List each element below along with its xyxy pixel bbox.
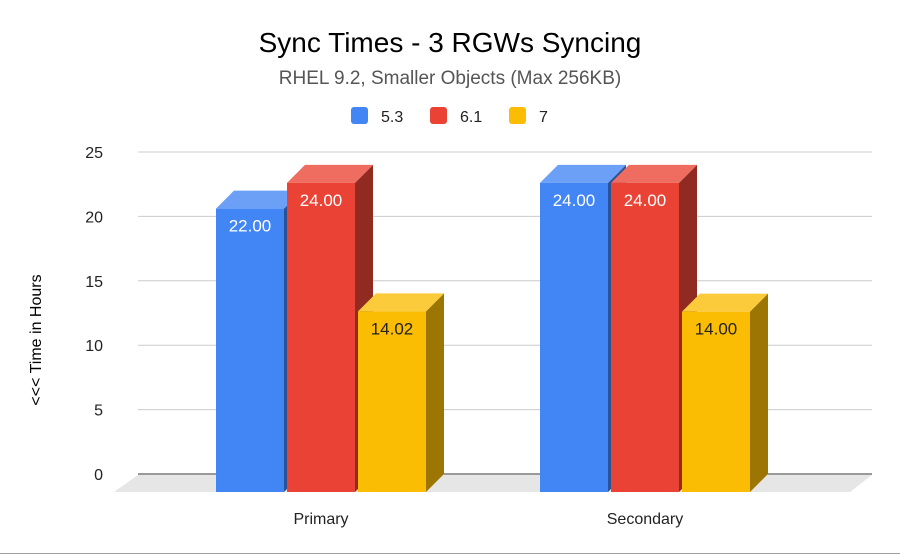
legend: 5.3 6.1 7 (351, 107, 548, 126)
bar-top (216, 190, 302, 209)
data-label: 24.00 (624, 191, 667, 210)
bar (611, 182, 679, 492)
bar-top (540, 164, 626, 183)
legend-label: 5.3 (381, 109, 403, 126)
chart-subtitle: RHEL 9.2, Smaller Objects (Max 256KB) (279, 68, 621, 89)
bar-top (358, 293, 444, 312)
data-label: 24.00 (553, 191, 596, 210)
bar (540, 182, 608, 492)
data-label: 14.02 (371, 319, 414, 338)
legend-label: 6.1 (460, 109, 482, 126)
bar-top (611, 164, 697, 183)
bar (216, 208, 284, 492)
bar-side (426, 293, 444, 492)
x-tick-label: Secondary (607, 511, 684, 528)
data-label: 24.00 (300, 191, 343, 210)
y-tick-label: 25 (85, 145, 103, 162)
data-label: 14.00 (695, 320, 738, 339)
chart-title: Sync Times - 3 RGWs Syncing (259, 27, 642, 58)
x-tick-label: Primary (293, 511, 348, 528)
bar (358, 311, 426, 492)
y-tick-label: 0 (94, 467, 103, 484)
x-axis-ticks: Primary Secondary (293, 511, 683, 528)
bar-side (750, 293, 768, 492)
y-tick-label: 15 (85, 274, 103, 291)
legend-swatch (430, 107, 447, 124)
bar-top (682, 293, 768, 312)
bar (287, 182, 355, 492)
y-axis-label: <<< Time in Hours (28, 274, 45, 405)
bar (682, 311, 750, 492)
y-tick-label: 10 (85, 338, 103, 355)
data-label: 22.00 (229, 217, 272, 236)
y-axis-ticks: 0 5 10 15 20 25 (85, 145, 103, 484)
legend-swatch (351, 107, 368, 124)
legend-swatch (509, 107, 526, 124)
y-tick-label: 20 (85, 209, 103, 226)
y-tick-label: 5 (94, 403, 103, 420)
bar-top (287, 164, 373, 183)
bars: 22.00 24.00 14.02 24.00 24.00 14.00 (216, 164, 768, 492)
bottom-rule (0, 553, 900, 554)
legend-label: 7 (539, 109, 548, 126)
